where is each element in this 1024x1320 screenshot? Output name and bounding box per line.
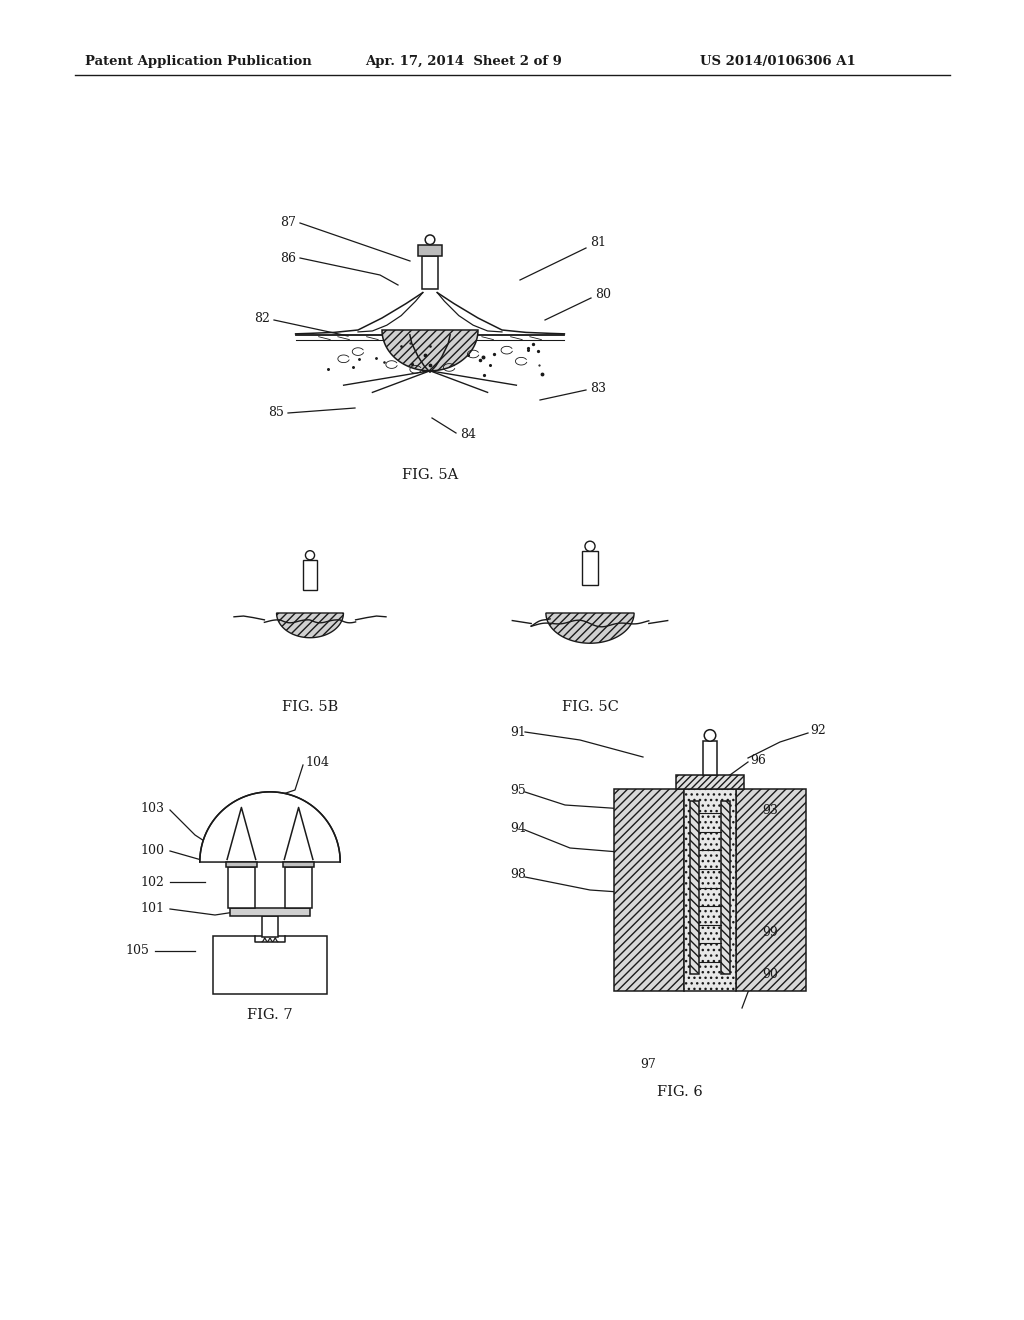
Text: 96: 96 [750, 754, 766, 767]
Polygon shape [546, 612, 634, 643]
Polygon shape [285, 867, 312, 908]
Polygon shape [614, 789, 684, 991]
Polygon shape [228, 867, 255, 908]
Text: 97: 97 [640, 1059, 656, 1072]
Circle shape [585, 541, 595, 552]
Text: 102: 102 [140, 875, 164, 888]
Polygon shape [736, 789, 806, 991]
Polygon shape [382, 330, 478, 371]
Text: 93: 93 [762, 804, 778, 817]
Polygon shape [677, 775, 743, 789]
Text: 104: 104 [305, 755, 329, 768]
Text: 80: 80 [595, 289, 611, 301]
Polygon shape [419, 246, 441, 256]
Text: 83: 83 [590, 381, 606, 395]
Polygon shape [690, 801, 699, 974]
Text: 90: 90 [762, 969, 778, 982]
Text: 92: 92 [810, 723, 825, 737]
Text: 99: 99 [762, 925, 778, 939]
Text: 86: 86 [280, 252, 296, 264]
Text: FIG. 6: FIG. 6 [657, 1085, 702, 1100]
Polygon shape [213, 936, 328, 994]
Text: 105: 105 [125, 944, 148, 957]
Polygon shape [229, 908, 310, 916]
Text: US 2014/0106306 A1: US 2014/0106306 A1 [700, 55, 856, 69]
Text: FIG. 5C: FIG. 5C [561, 700, 618, 714]
Text: 82: 82 [254, 312, 270, 325]
Polygon shape [303, 560, 316, 590]
Text: 81: 81 [590, 236, 606, 249]
Text: Patent Application Publication: Patent Application Publication [85, 55, 311, 69]
Polygon shape [226, 862, 257, 867]
Text: 87: 87 [281, 216, 296, 230]
Text: Apr. 17, 2014  Sheet 2 of 9: Apr. 17, 2014 Sheet 2 of 9 [365, 55, 562, 69]
Polygon shape [422, 256, 437, 289]
Text: 103: 103 [140, 801, 164, 814]
Text: FIG. 5A: FIG. 5A [401, 469, 458, 482]
Text: 85: 85 [268, 405, 284, 418]
Polygon shape [684, 789, 736, 991]
Polygon shape [276, 612, 343, 638]
Polygon shape [200, 792, 340, 862]
Text: 95: 95 [510, 784, 525, 796]
Text: 94: 94 [510, 821, 526, 834]
Polygon shape [583, 552, 598, 585]
Polygon shape [262, 916, 278, 937]
Text: 98: 98 [510, 869, 526, 882]
Text: 100: 100 [140, 843, 164, 857]
Text: FIG. 5B: FIG. 5B [282, 700, 338, 714]
Text: 101: 101 [140, 902, 164, 915]
Circle shape [305, 550, 314, 560]
Polygon shape [703, 742, 717, 775]
Text: 91: 91 [510, 726, 526, 738]
Circle shape [705, 730, 716, 742]
Polygon shape [721, 801, 730, 974]
Text: 84: 84 [460, 429, 476, 441]
Circle shape [425, 235, 435, 244]
Text: FIG. 7: FIG. 7 [247, 1008, 293, 1022]
Polygon shape [283, 862, 314, 867]
